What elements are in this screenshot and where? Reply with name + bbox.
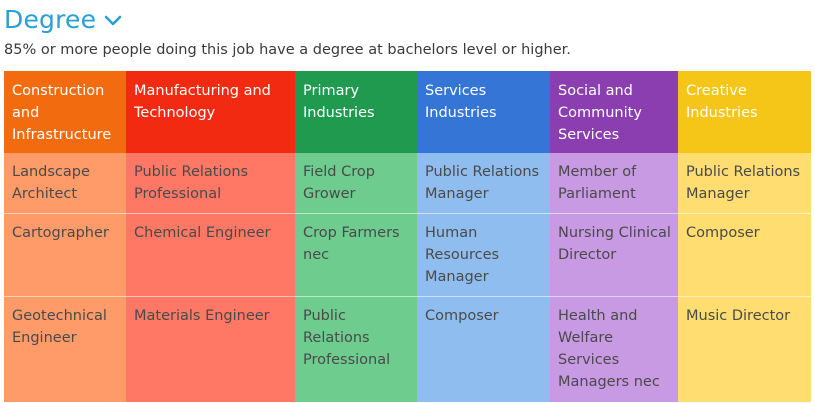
column-header-creative: Creative Industries: [678, 71, 811, 153]
job-cell[interactable]: Field Crop Grower: [295, 153, 417, 214]
job-cell[interactable]: Health and Welfare Services Managers nec: [550, 297, 678, 402]
job-cell[interactable]: Cartographer: [4, 214, 126, 297]
job-cell[interactable]: Geotechnical Engineer: [4, 297, 126, 402]
job-cell[interactable]: Human Resources Manager: [417, 214, 550, 297]
job-cell[interactable]: Composer: [417, 297, 550, 402]
industry-jobs-table: Construction and Infrastructure Manufact…: [4, 71, 811, 402]
column-header-services: Services Industries: [417, 71, 550, 153]
job-cell[interactable]: Member of Parliament: [550, 153, 678, 214]
column-header-construction: Construction and Infrastructure: [4, 71, 126, 153]
job-cell[interactable]: Materials Engineer: [126, 297, 295, 402]
column-header-primary: Primary Industries: [295, 71, 417, 153]
section-title: Degree: [4, 4, 97, 34]
job-cell[interactable]: Public Relations Manager: [678, 153, 811, 214]
column-header-manufacturing: Manufacturing and Technology: [126, 71, 295, 153]
job-cell[interactable]: Public Relations Professional: [295, 297, 417, 402]
job-cell[interactable]: Nursing Clinical Director: [550, 214, 678, 297]
job-cell[interactable]: Landscape Architect: [4, 153, 126, 214]
job-cell[interactable]: Composer: [678, 214, 811, 297]
job-cell[interactable]: Public Relations Professional: [126, 153, 295, 214]
job-cell[interactable]: Crop Farmers nec: [295, 214, 417, 297]
chevron-down-icon[interactable]: [104, 15, 122, 27]
column-header-social: Social and Community Services: [550, 71, 678, 153]
job-cell[interactable]: Chemical Engineer: [126, 214, 295, 297]
degree-summary: 85% or more people doing this job have a…: [4, 42, 571, 58]
job-cell[interactable]: Music Director: [678, 297, 811, 402]
job-cell[interactable]: Public Relations Manager: [417, 153, 550, 214]
degree-section-toggle[interactable]: Degree: [4, 2, 122, 36]
